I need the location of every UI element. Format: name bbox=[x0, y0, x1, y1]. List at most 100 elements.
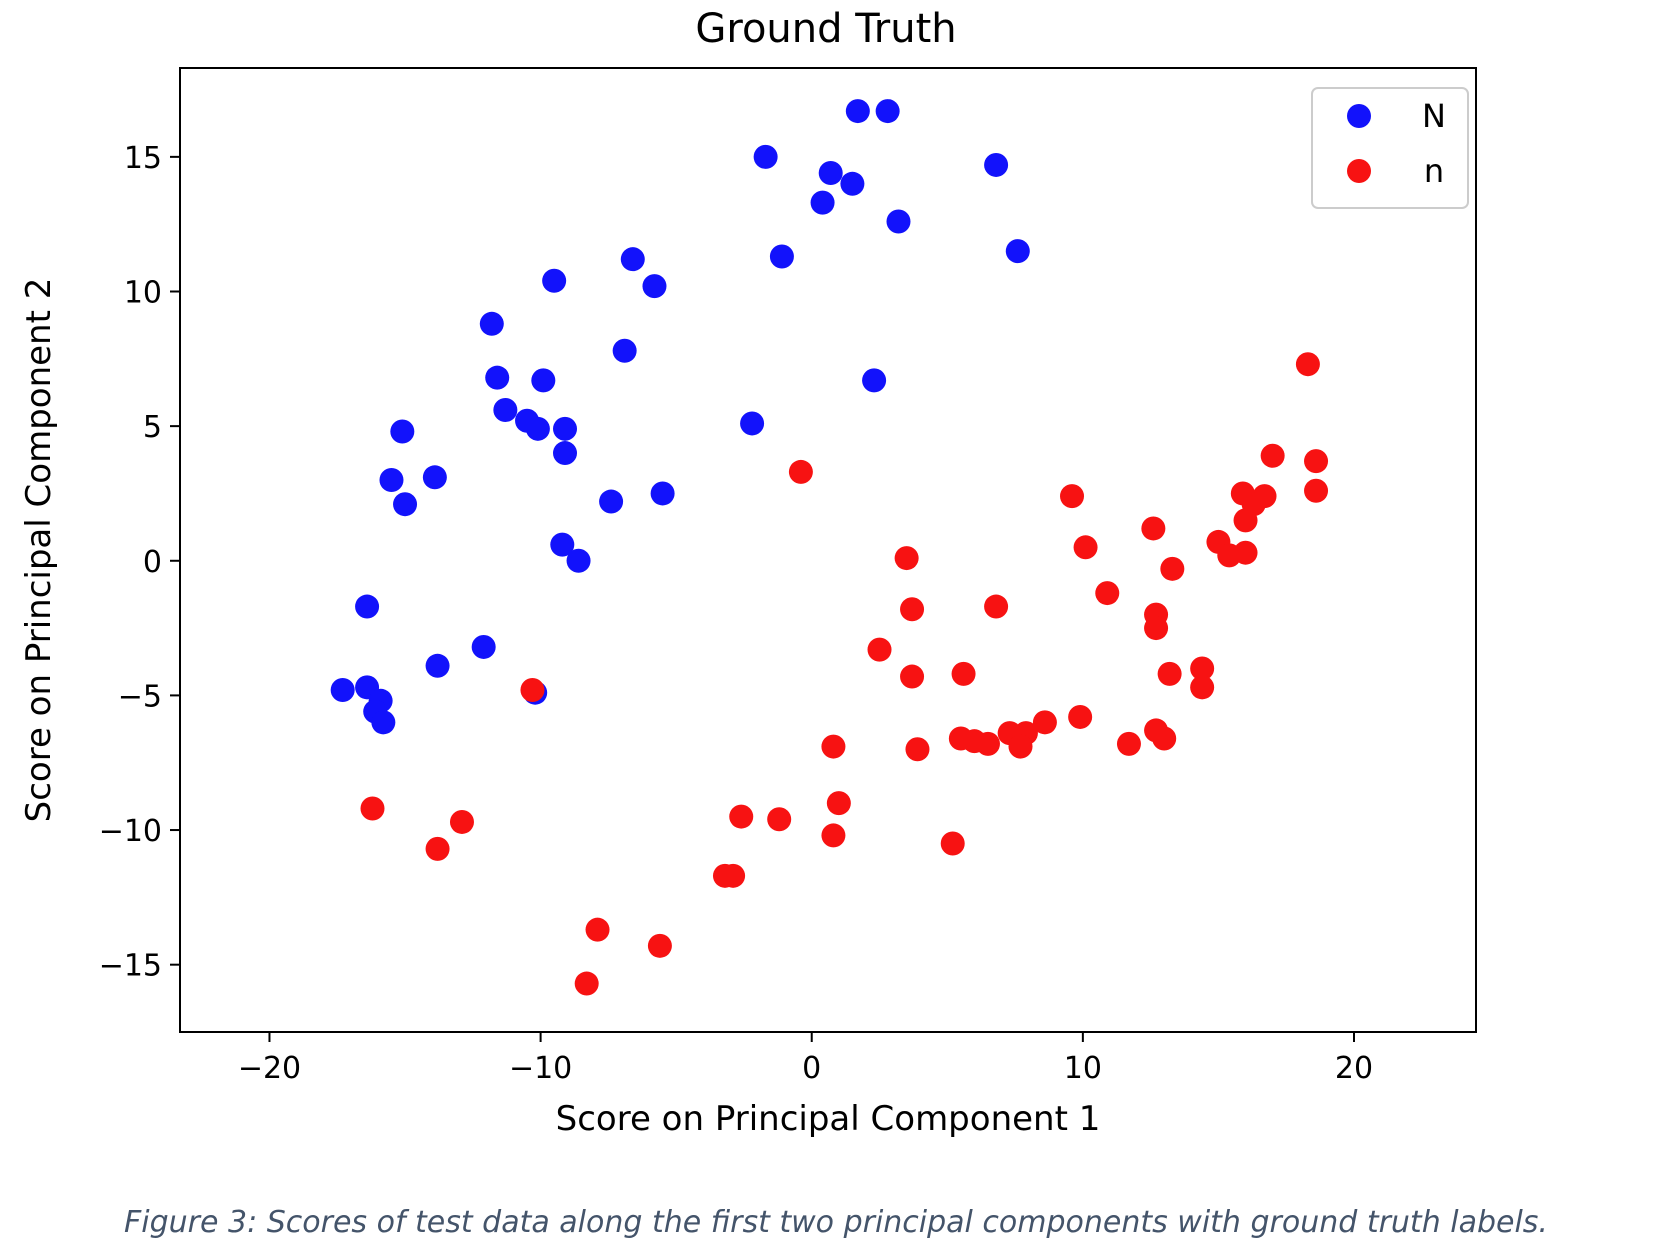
y-tick-label: −15 bbox=[99, 949, 162, 984]
data-point-N bbox=[886, 209, 911, 234]
data-point-n bbox=[425, 836, 450, 861]
data-point-N bbox=[553, 441, 578, 466]
data-point-N bbox=[642, 274, 667, 299]
y-tick-label: −10 bbox=[99, 814, 162, 849]
x-axis-label: Score on Principal Component 1 bbox=[556, 1099, 1101, 1139]
data-point-N bbox=[810, 190, 835, 215]
data-point-N bbox=[330, 678, 355, 703]
data-point-N bbox=[620, 247, 645, 272]
data-point-n bbox=[1008, 734, 1033, 759]
data-point-n bbox=[1157, 661, 1182, 686]
data-point-N bbox=[542, 268, 567, 293]
figure-caption: Figure 3: Scores of test data along the … bbox=[124, 1205, 1548, 1240]
data-point-n bbox=[449, 809, 474, 834]
data-point-N bbox=[379, 467, 404, 492]
data-point-N bbox=[355, 594, 380, 619]
data-point-n bbox=[905, 737, 930, 762]
data-point-N bbox=[845, 99, 870, 124]
data-point-n bbox=[894, 546, 919, 571]
x-tick-label: 10 bbox=[1064, 1051, 1102, 1086]
y-tick-label: 5 bbox=[143, 410, 162, 445]
legend-label-N: N bbox=[1422, 97, 1446, 135]
data-point-n bbox=[867, 637, 892, 662]
data-point-n bbox=[826, 791, 851, 816]
legend: Nn bbox=[1311, 87, 1469, 209]
data-point-n bbox=[1144, 616, 1169, 641]
data-point-N bbox=[531, 368, 556, 393]
y-tick-label: −5 bbox=[118, 679, 162, 714]
data-point-N bbox=[984, 152, 1009, 177]
data-point-n bbox=[1304, 449, 1329, 474]
data-point-n bbox=[1190, 675, 1215, 700]
data-point-n bbox=[951, 661, 976, 686]
data-point-n bbox=[940, 831, 965, 856]
axis-ticks: −20 −10 0 10 20 −15 −10 −5 0 5 10 15 bbox=[99, 141, 1373, 1086]
data-point-N bbox=[393, 492, 418, 517]
data-point-n bbox=[1032, 710, 1057, 735]
y-tick-label: 15 bbox=[124, 141, 162, 176]
data-point-n bbox=[1260, 443, 1285, 468]
data-point-n bbox=[1073, 535, 1098, 560]
data-point-N bbox=[566, 548, 591, 573]
data-points bbox=[330, 99, 1329, 996]
data-point-n bbox=[647, 933, 672, 958]
data-point-N bbox=[599, 489, 624, 514]
data-point-n bbox=[1060, 484, 1085, 509]
data-point-N bbox=[479, 311, 504, 336]
data-point-N bbox=[422, 465, 447, 490]
data-point-n bbox=[984, 594, 1009, 619]
data-point-N bbox=[553, 416, 578, 441]
legend-marker-n bbox=[1347, 159, 1371, 183]
data-point-N bbox=[485, 365, 510, 390]
data-point-N bbox=[550, 532, 575, 557]
data-point-n bbox=[900, 597, 925, 622]
data-point-n bbox=[788, 459, 813, 484]
x-tick-label: 0 bbox=[802, 1051, 821, 1086]
data-point-n bbox=[1141, 516, 1166, 541]
data-point-N bbox=[862, 368, 887, 393]
data-point-N bbox=[525, 416, 550, 441]
data-point-n bbox=[1190, 656, 1215, 681]
data-point-N bbox=[471, 634, 496, 659]
data-point-n bbox=[1068, 704, 1093, 729]
legend-marker-N bbox=[1347, 104, 1371, 128]
data-point-n bbox=[729, 804, 754, 829]
data-point-n bbox=[1304, 478, 1329, 503]
data-point-N bbox=[769, 244, 794, 269]
legend-label-n: n bbox=[1424, 152, 1444, 190]
data-point-N bbox=[493, 397, 518, 422]
data-point-n bbox=[1233, 540, 1258, 565]
x-tick-label: −20 bbox=[238, 1051, 301, 1086]
data-point-n bbox=[585, 917, 610, 942]
data-point-N bbox=[875, 99, 900, 124]
data-point-n bbox=[821, 734, 846, 759]
data-point-n bbox=[948, 726, 973, 751]
data-point-n bbox=[360, 796, 385, 821]
data-point-N bbox=[1005, 239, 1030, 264]
data-point-N bbox=[612, 338, 637, 363]
data-point-N bbox=[753, 144, 778, 169]
data-point-N bbox=[840, 171, 865, 196]
x-tick-label: −10 bbox=[509, 1051, 572, 1086]
plot-frame bbox=[179, 67, 1477, 1033]
y-tick-label: 10 bbox=[124, 275, 162, 310]
data-point-N bbox=[425, 653, 450, 678]
data-point-n bbox=[821, 823, 846, 848]
data-point-n bbox=[767, 807, 792, 832]
data-point-N bbox=[818, 161, 843, 186]
data-point-n bbox=[1095, 581, 1120, 606]
y-axis-label: Score on Principal Component 2 bbox=[19, 278, 59, 823]
data-point-n bbox=[520, 678, 545, 703]
data-point-n bbox=[1295, 352, 1320, 377]
data-point-n bbox=[1160, 556, 1185, 581]
data-point-n bbox=[1233, 508, 1258, 533]
data-point-n bbox=[1116, 731, 1141, 756]
data-point-N bbox=[371, 710, 396, 735]
data-point-n bbox=[900, 664, 925, 689]
data-point-n bbox=[1152, 726, 1177, 751]
y-tick-label: 0 bbox=[143, 545, 162, 580]
data-point-N bbox=[650, 481, 675, 506]
data-point-N bbox=[390, 419, 415, 444]
data-point-N bbox=[740, 411, 765, 436]
